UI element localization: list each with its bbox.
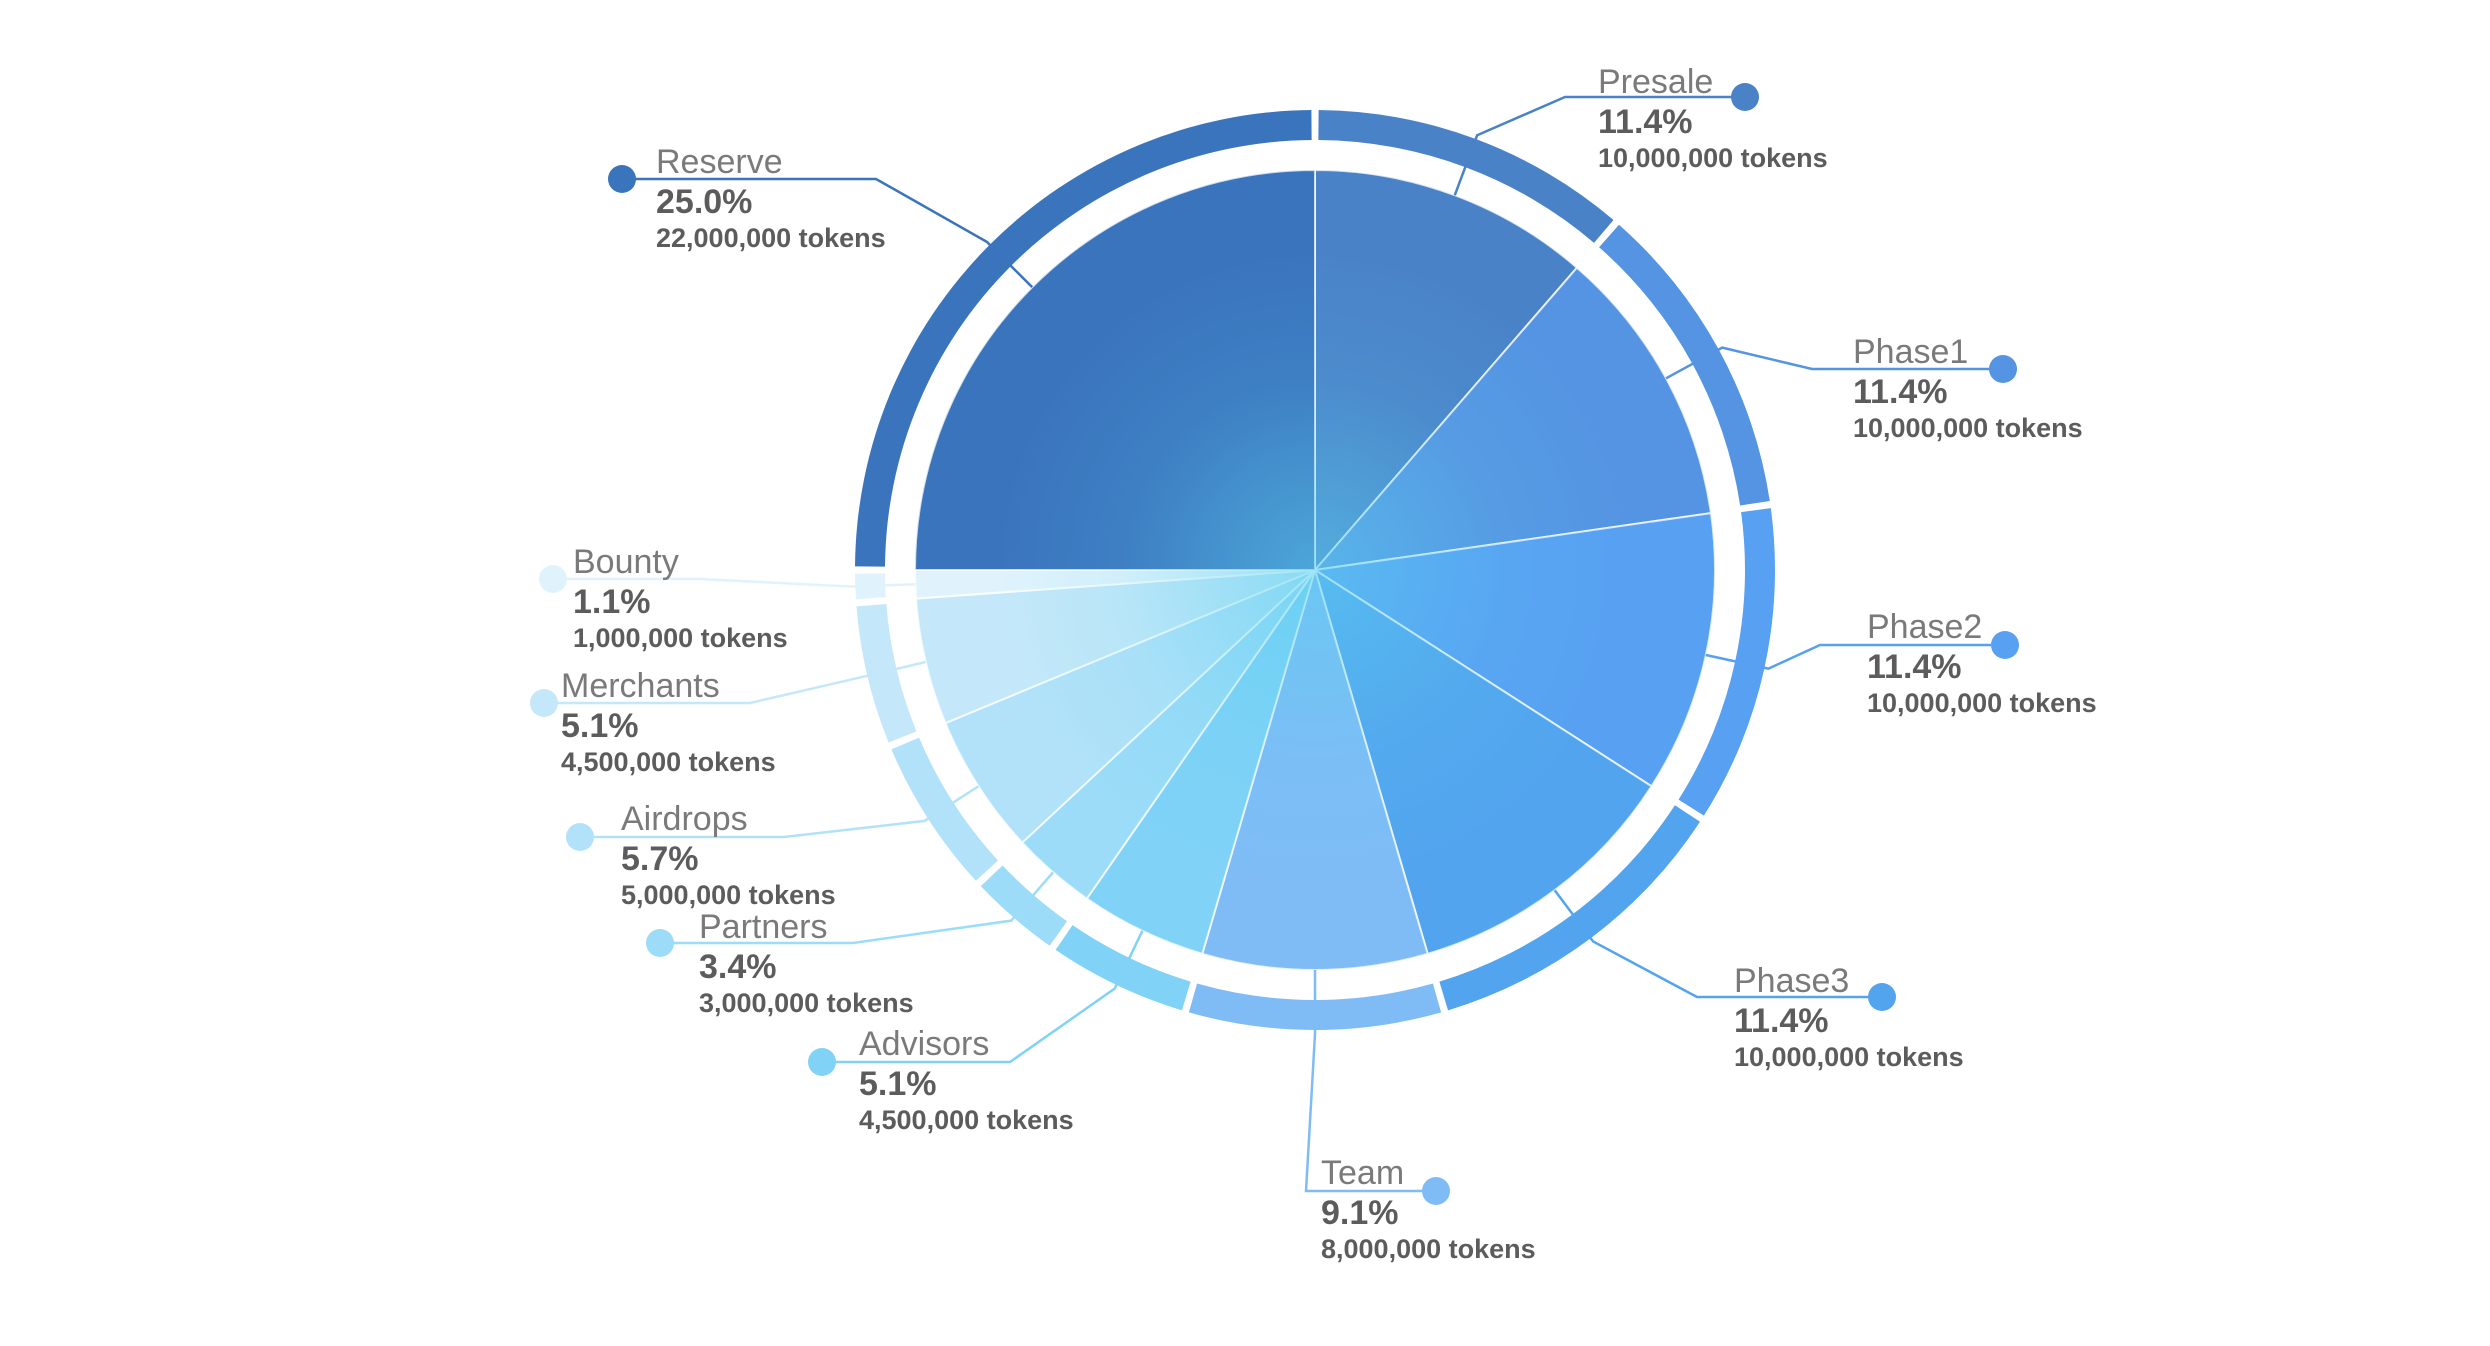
ring-segment-advisors [1055, 925, 1191, 1011]
leader-line-reserve [622, 177, 1034, 289]
legend-dot-partners [646, 929, 674, 957]
label-tokens-reserve: 22,000,000 tokens [656, 223, 886, 253]
label-percent-team: 9.1% [1321, 1194, 1399, 1232]
label-tokens-phase2: 10,000,000 tokens [1867, 688, 2097, 718]
legend-dot-airdrops [566, 823, 594, 851]
label-tokens-phase1: 10,000,000 tokens [1853, 413, 2083, 443]
label-name-airdrops: Airdrops [621, 800, 748, 838]
ring-segment-phase3 [1439, 805, 1701, 1011]
label-name-partners: Partners [699, 908, 828, 946]
label-percent-merchants: 5.1% [561, 707, 639, 745]
label-percent-phase2: 11.4% [1867, 648, 1962, 686]
label-tokens-presale: 10,000,000 tokens [1598, 143, 1828, 173]
ring-segment-reserve [855, 110, 1312, 567]
label-name-phase1: Phase1 [1853, 333, 1968, 371]
label-percent-advisors: 5.1% [859, 1065, 937, 1103]
ring-segment-phase1 [1599, 224, 1770, 506]
label-percent-bounty: 1.1% [573, 583, 651, 621]
leader-line-phase1 [1665, 346, 2003, 380]
legend-dot-phase2 [1991, 631, 2019, 659]
leader-line-airdrops [580, 785, 980, 839]
legend-dot-phase1 [1989, 355, 2017, 383]
label-percent-partners: 3.4% [699, 948, 777, 986]
label-name-phase3: Phase3 [1734, 962, 1849, 1000]
ring-segment-merchants [856, 604, 917, 743]
legend-dot-team [1422, 1177, 1450, 1205]
legend-dot-merchants [530, 689, 558, 717]
label-name-advisors: Advisors [859, 1025, 989, 1063]
center-glow [995, 250, 1635, 890]
leader-line-phase2 [1705, 643, 2005, 670]
leader-line-advisors [822, 930, 1144, 1064]
leader-line-team [1304, 970, 1436, 1193]
label-tokens-partners: 3,000,000 tokens [699, 988, 914, 1018]
label-percent-phase1: 11.4% [1853, 373, 1948, 411]
leader-line-partners [660, 871, 1055, 945]
leader-line-bounty [553, 577, 916, 588]
label-name-bounty: Bounty [573, 543, 679, 581]
label-name-presale: Presale [1598, 63, 1713, 101]
label-tokens-advisors: 4,500,000 tokens [859, 1105, 1074, 1135]
ring-segment-phase2 [1678, 508, 1775, 816]
label-tokens-merchants: 4,500,000 tokens [561, 747, 776, 777]
label-percent-airdrops: 5.7% [621, 840, 699, 878]
leader-line-merchants [544, 660, 927, 705]
label-tokens-airdrops: 5,000,000 tokens [621, 880, 836, 910]
label-tokens-team: 8,000,000 tokens [1321, 1234, 1536, 1264]
leader-line-presale [1453, 95, 1745, 196]
label-name-reserve: Reserve [656, 143, 783, 181]
legend-dot-reserve [608, 165, 636, 193]
label-name-team: Team [1321, 1154, 1404, 1192]
ring-segment-presale [1318, 110, 1614, 243]
legend-dot-bounty [539, 565, 567, 593]
legend-dot-advisors [808, 1048, 836, 1076]
label-tokens-bounty: 1,000,000 tokens [573, 623, 788, 653]
label-percent-phase3: 11.4% [1734, 1002, 1829, 1040]
label-percent-reserve: 25.0% [656, 183, 752, 221]
label-percent-presale: 11.4% [1598, 103, 1693, 141]
label-name-merchants: Merchants [561, 667, 720, 705]
label-name-phase2: Phase2 [1867, 608, 1982, 646]
leader-line-phase3 [1553, 889, 1882, 999]
label-tokens-phase3: 10,000,000 tokens [1734, 1042, 1964, 1072]
legend-dot-presale [1731, 83, 1759, 111]
legend-dot-phase3 [1868, 983, 1896, 1011]
